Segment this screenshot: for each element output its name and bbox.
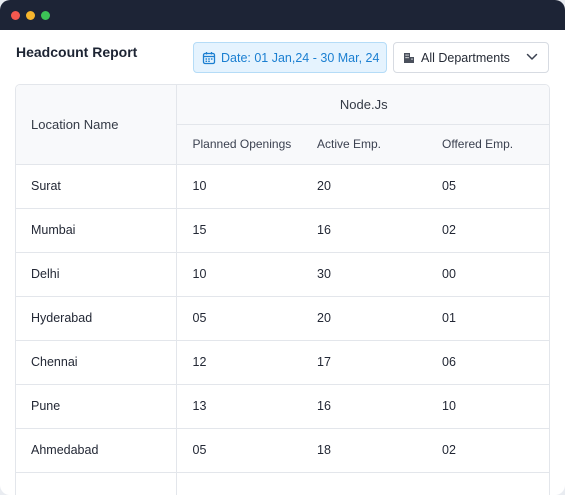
- table-row: Ahmedabad 05 18 02: [16, 427, 549, 472]
- table-row: Hyderabad 05 20 01: [16, 295, 549, 340]
- location-cell: Delhi: [16, 251, 177, 296]
- active-cell: 20: [301, 163, 426, 208]
- table-row: Surat 10 20 05: [16, 163, 549, 208]
- active-cell: 30: [301, 251, 426, 296]
- location-cell: Hyderabad: [16, 295, 177, 340]
- page-title: Headcount Report: [16, 44, 138, 60]
- window-titlebar: [0, 0, 565, 30]
- active-cell: [301, 471, 426, 495]
- offered-cell: [426, 471, 549, 495]
- table-row: Chennai 12 17 06: [16, 339, 549, 384]
- building-icon: [403, 52, 415, 64]
- offered-cell: 00: [426, 251, 549, 296]
- calendar-icon: [202, 51, 221, 65]
- maximize-window-icon[interactable]: [41, 10, 50, 20]
- date-range-label: Date: 01 Jan,24 - 30 Mar, 24: [221, 50, 380, 65]
- offered-cell: 10: [426, 383, 549, 428]
- location-cell: Pune: [16, 383, 177, 428]
- offered-emp-header: Offered Emp.: [426, 124, 549, 164]
- active-cell: 17: [301, 339, 426, 384]
- planned-cell: 05: [176, 427, 301, 472]
- location-cell: Ahmedabad: [16, 427, 177, 472]
- planned-cell: 15: [176, 207, 301, 252]
- nodejs-group-header: Node.Js: [176, 85, 549, 125]
- active-cell: 16: [301, 383, 426, 428]
- headcount-table: Location Name Node.Js Planned Openings A…: [16, 85, 549, 495]
- offered-cell: 05: [426, 163, 549, 208]
- planned-cell: 05: [176, 295, 301, 340]
- date-range-button[interactable]: Date: 01 Jan,24 - 30 Mar, 24: [193, 42, 387, 73]
- planned-cell: 10: [176, 251, 301, 296]
- table-row: Delhi 10 30 00: [16, 251, 549, 296]
- active-emp-header: Active Emp.: [301, 124, 426, 164]
- location-cell: Mumbai: [16, 207, 177, 252]
- table-row: [16, 471, 549, 495]
- headcount-table-container: Location Name Node.Js Planned Openings A…: [15, 84, 550, 495]
- minimize-window-icon[interactable]: [26, 10, 35, 20]
- offered-cell: 06: [426, 339, 549, 384]
- close-window-icon[interactable]: [11, 10, 20, 20]
- planned-cell: 13: [176, 383, 301, 428]
- location-cell: Chennai: [16, 339, 177, 384]
- planned-openings-header: Planned Openings: [176, 124, 301, 164]
- location-cell: Surat: [16, 163, 177, 208]
- report-header: Headcount Report Date: 01 Jan,24 - 30 Ma…: [0, 30, 565, 84]
- chevron-down-icon: [526, 53, 538, 61]
- table-row: Pune 13 16 10: [16, 383, 549, 428]
- offered-cell: 02: [426, 207, 549, 252]
- planned-cell: 12: [176, 339, 301, 384]
- offered-cell: 02: [426, 427, 549, 472]
- planned-cell: 10: [176, 163, 301, 208]
- department-select[interactable]: All Departments: [393, 42, 549, 73]
- location-cell: [16, 471, 177, 495]
- active-cell: 16: [301, 207, 426, 252]
- offered-cell: 01: [426, 295, 549, 340]
- active-cell: 20: [301, 295, 426, 340]
- location-name-header: Location Name: [16, 85, 177, 164]
- active-cell: 18: [301, 427, 426, 472]
- planned-cell: [176, 471, 301, 495]
- table-row: Mumbai 15 16 02: [16, 207, 549, 252]
- department-select-label: All Departments: [421, 50, 510, 65]
